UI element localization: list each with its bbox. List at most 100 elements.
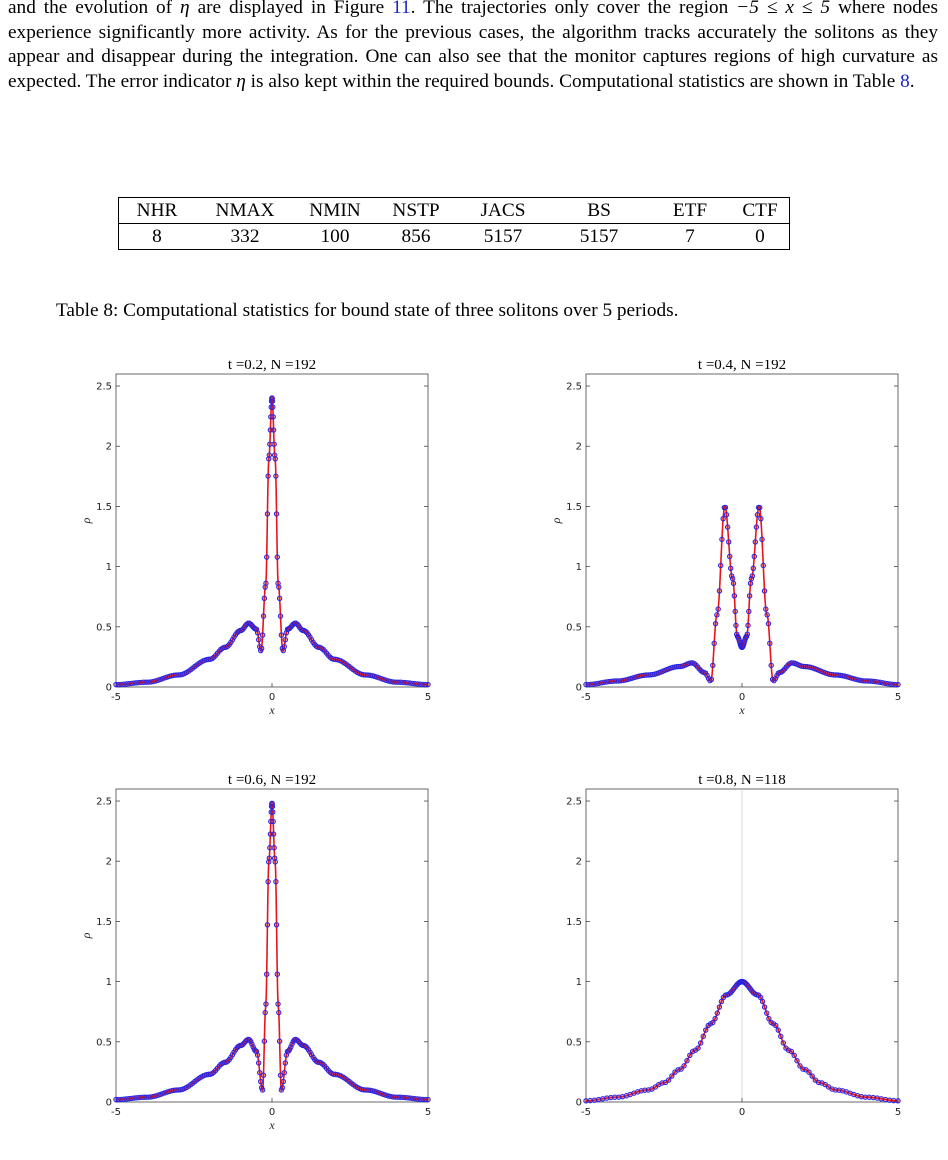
mesh-node-marker (763, 606, 769, 612)
y-tick-label: 1 (576, 977, 582, 988)
x-tick-label: -5 (581, 1107, 591, 1118)
mesh-node-marker (268, 404, 274, 410)
mesh-node-marker (274, 971, 280, 977)
y-tick-label: 0.5 (566, 1037, 582, 1048)
mesh-node-marker (268, 809, 274, 815)
plot-panel-t06: t =0.6, N =192 0 0.5 1 1.5 2 2.5 -5 0 5 x ρ (78, 775, 448, 1160)
mesh-node-marker (732, 608, 738, 615)
mesh-node-marker (280, 1078, 286, 1085)
mesh-node-marker (273, 511, 280, 517)
mesh-node-marker (274, 554, 280, 560)
mesh-node-marker (718, 562, 724, 569)
mesh-node-marker (703, 1027, 709, 1033)
mesh-node-marker (271, 845, 277, 851)
mesh-node-marker (731, 593, 738, 599)
table-value-cell: 7 (649, 223, 731, 250)
figure-ref-link[interactable]: 11 (392, 0, 411, 18)
mesh-node-marker (891, 1097, 897, 1104)
mesh-node-marker (258, 645, 265, 651)
mesh-node-marker (750, 565, 756, 572)
mesh-node-marker (278, 632, 285, 638)
eta-symbol: η (236, 70, 246, 92)
mesh-node-marker (276, 1038, 283, 1044)
x-axis-label: x (268, 1118, 275, 1132)
mesh-node-marker (775, 1027, 781, 1033)
mesh-node-marker (714, 1010, 720, 1016)
mesh-node-marker (425, 681, 431, 688)
eta-symbol: η (180, 0, 190, 18)
para-text: . The trajectories only cover the region (410, 0, 737, 18)
table-value-cell: 8 (118, 223, 195, 250)
mesh-node-marker (587, 1097, 593, 1104)
mesh-node-marker (886, 1097, 893, 1103)
mesh-node-marker (728, 565, 734, 572)
y-tick-label: 0.5 (96, 622, 112, 633)
table-header-cell: NMIN (295, 197, 375, 224)
mesh-node-marker (747, 580, 754, 586)
y-tick-label: 1.5 (96, 917, 112, 928)
mesh-node-marker (753, 524, 760, 530)
mesh-node-marker (266, 452, 273, 458)
table-header-cell: ETF (649, 197, 731, 224)
mesh-node-marker (264, 971, 270, 977)
mesh-node-marker (759, 536, 765, 543)
x-tick-label: 5 (895, 1107, 901, 1118)
mesh-node-marker (260, 1072, 267, 1078)
mesh-node-marker (257, 1069, 263, 1076)
mesh-node-marker (261, 595, 268, 602)
table-header-cell: NSTP (375, 197, 457, 224)
mesh-node-marker (271, 441, 277, 447)
y-axis-label: ρ (79, 517, 93, 524)
mesh-node-marker (256, 1060, 262, 1066)
y-tick-label: 0 (576, 1098, 582, 1109)
mesh-node-marker (681, 1063, 687, 1069)
y-tick-label: 1.5 (566, 502, 582, 513)
y-tick-label: 2 (106, 857, 112, 868)
mesh-node-marker (425, 1096, 431, 1103)
table-caption: Table 8: Computational statistics for bo… (56, 300, 679, 321)
mesh-node-marker (766, 1015, 772, 1022)
plot-panel-t02: t =0.2, N =192 0 0.5 1 1.5 2 2.5 -5 0 5 x ρ (78, 360, 448, 745)
y-axis-label: ρ (79, 932, 93, 939)
solution-curve (586, 504, 898, 686)
mesh-node-marker (809, 1073, 815, 1079)
mesh-node-marker (711, 640, 717, 647)
mesh-node-marker (281, 1069, 287, 1076)
plot-title: t =0.6, N =192 (228, 775, 316, 788)
mesh-node-marker (695, 1045, 701, 1051)
mesh-node-marker (265, 473, 271, 479)
mesh-node-marker (749, 573, 756, 579)
mesh-node-marker (806, 1069, 812, 1075)
y-tick-label: 0 (106, 1098, 112, 1109)
mesh-node-marker (260, 613, 267, 619)
plot-panel-t04: t =0.4, N =192 0 0.5 1 1.5 2 2.5 -5 0 5 x ρ (548, 360, 918, 745)
mesh-node-marker (761, 1004, 768, 1010)
y-tick-label: 1 (576, 562, 582, 573)
mesh-node-marker (256, 637, 262, 643)
mesh-node-marker (773, 1022, 779, 1029)
x-tick-label: 5 (425, 1107, 431, 1118)
mesh-node-marker (723, 512, 730, 518)
para-text: is also kept within the required bounds.… (245, 70, 901, 92)
mesh-node-marker (269, 398, 276, 404)
mesh-node-marker (710, 662, 716, 669)
table-value-cell: 0 (731, 223, 790, 250)
table-value-cell: 100 (295, 223, 375, 250)
mesh-node-marker (745, 622, 751, 629)
y-tick-label: 1.5 (566, 917, 582, 928)
y-tick-label: 2.5 (566, 797, 582, 808)
table-ref-link[interactable]: 8 (900, 70, 910, 92)
mesh-node-marker (759, 998, 766, 1005)
para-text: where nodes experience significantly mor… (8, 0, 938, 92)
mesh-node-marker (712, 1015, 718, 1022)
mesh-node-marker (270, 818, 276, 825)
mesh-node-marker (697, 1040, 704, 1046)
para-text: . (909, 70, 915, 92)
mesh-node-marker (276, 1009, 282, 1016)
mesh-node-marker (718, 998, 725, 1005)
mesh-node-marker (778, 1033, 784, 1040)
x-tick-label: 5 (895, 692, 901, 703)
mesh-node-marker (270, 427, 277, 433)
